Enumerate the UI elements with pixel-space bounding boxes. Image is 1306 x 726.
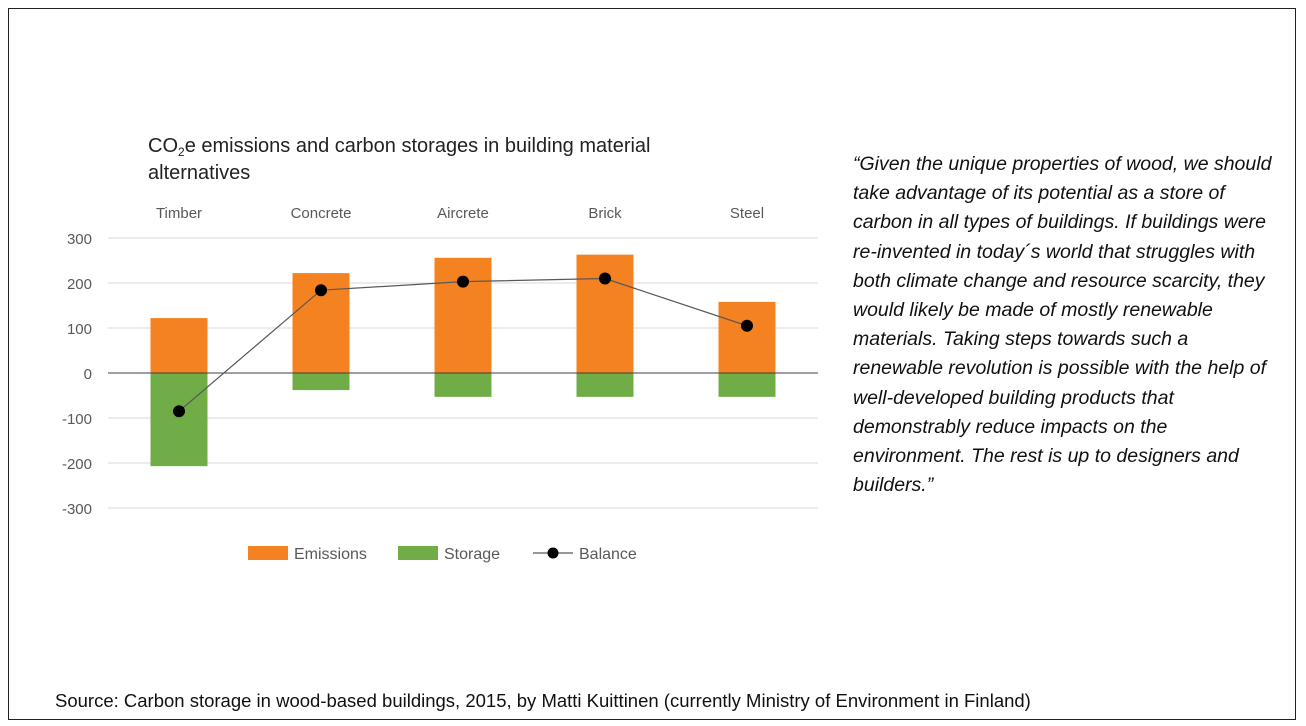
- bar-emissions: [576, 254, 634, 373]
- chart-title-subscript: 2: [178, 145, 185, 159]
- bar-emissions: [718, 301, 776, 373]
- y-tick-label: -200: [62, 456, 92, 473]
- category-label: Concrete: [291, 205, 352, 222]
- category-label: Aircrete: [437, 205, 489, 222]
- category-label: Brick: [588, 205, 622, 222]
- bar-storage: [292, 373, 350, 391]
- bar-emissions: [434, 257, 492, 373]
- balance-point: [457, 275, 469, 288]
- legend-swatch-emissions: [248, 546, 288, 560]
- balance-point: [173, 405, 185, 418]
- y-tick-label: 200: [67, 276, 92, 293]
- balance-point: [599, 272, 611, 285]
- y-tick-label: 100: [67, 321, 92, 338]
- bar-emissions: [150, 318, 208, 373]
- bar-storage: [150, 373, 208, 467]
- chart-title-pre: CO: [148, 135, 178, 157]
- chart-title-post: e emissions and carbon storages in build…: [148, 135, 651, 184]
- legend-swatch-marker: [547, 547, 559, 559]
- slide-frame: [8, 8, 1296, 720]
- legend-label: Storage: [444, 546, 500, 563]
- legend-label: Balance: [579, 546, 637, 563]
- legend-label: Emissions: [294, 546, 367, 563]
- chart-title: CO2e emissions and carbon storages in bu…: [148, 133, 748, 187]
- balance-point: [741, 319, 753, 332]
- quote-text: “Given the unique properties of wood, we…: [853, 153, 1272, 497]
- legend-swatch-storage: [398, 546, 438, 560]
- y-tick-label: -300: [62, 501, 92, 518]
- balance-point: [315, 284, 327, 297]
- y-tick-label: -100: [62, 411, 92, 428]
- y-tick-label: 0: [84, 366, 92, 383]
- bar-storage: [576, 373, 634, 397]
- bar-storage: [434, 373, 492, 397]
- source-note: Source: Carbon storage in wood-based bui…: [55, 690, 1031, 711]
- bar-storage: [718, 373, 776, 397]
- y-tick-label: 300: [67, 231, 92, 248]
- category-label: Steel: [730, 205, 764, 222]
- category-label: Timber: [156, 205, 202, 222]
